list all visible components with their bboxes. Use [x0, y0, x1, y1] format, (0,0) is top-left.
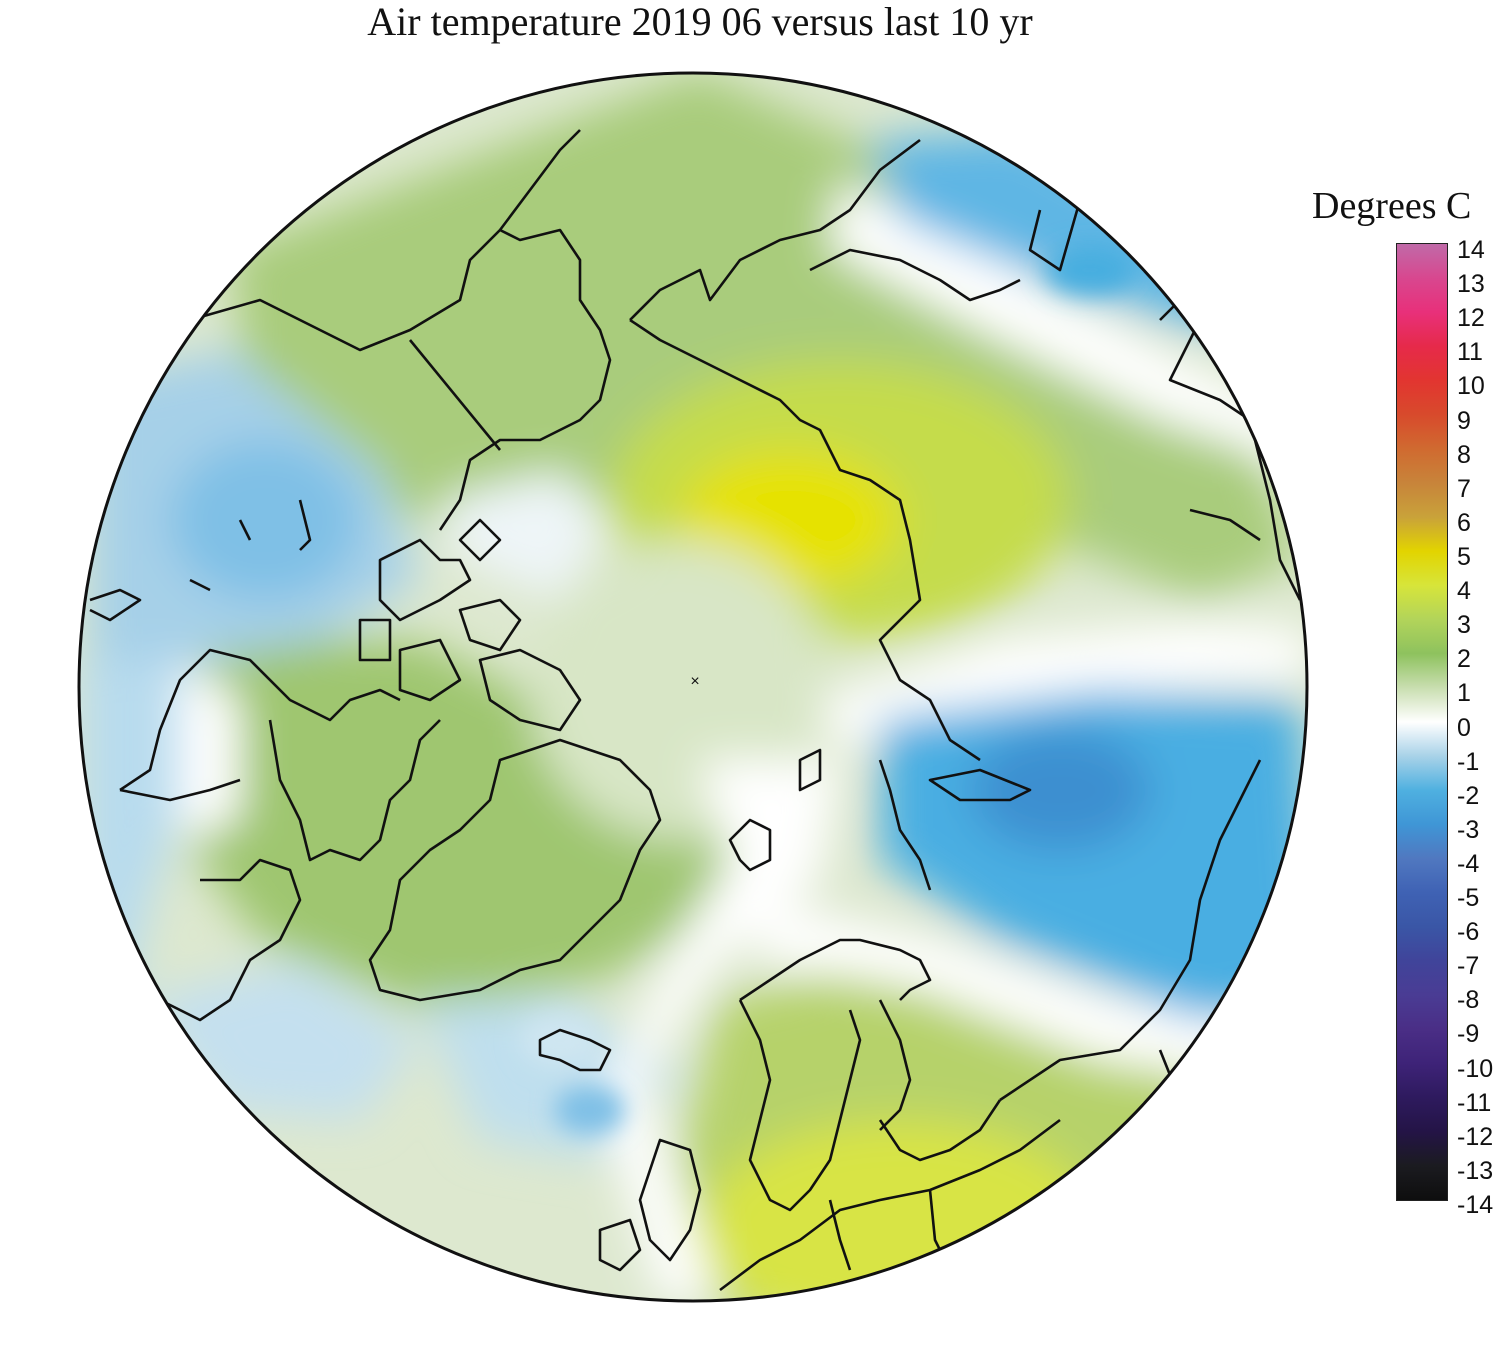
legend-tick-label: -14: [1457, 1191, 1494, 1219]
legend-tick-label: 4: [1457, 577, 1471, 606]
legend-tick-label: 9: [1457, 406, 1471, 435]
coastlines: [89, 129, 1302, 1292]
legend-tick-label: 8: [1457, 440, 1471, 469]
legend-tick-label: 5: [1457, 542, 1471, 571]
legend-tick-label: 12: [1457, 304, 1485, 333]
legend-tick-label: 3: [1457, 611, 1471, 640]
pole-marker: ×: [690, 673, 699, 690]
legend-tick-label: -8: [1457, 986, 1480, 1015]
legend-tick-label: -6: [1457, 918, 1480, 947]
legend-title: Degrees C: [1312, 185, 1472, 227]
legend-tick-label: -9: [1457, 1020, 1480, 1049]
legend-tick-label: -4: [1457, 849, 1480, 878]
legend-tick-label: 7: [1457, 474, 1471, 503]
legend-tick-label: 0: [1457, 713, 1471, 742]
legend-tick-label: -12: [1457, 1122, 1494, 1151]
legend-tick-label: 1: [1457, 679, 1471, 708]
legend-tick-label: -10: [1457, 1054, 1494, 1083]
legend-tick-label: -2: [1457, 781, 1480, 810]
legend-tick-label: 11: [1457, 338, 1483, 367]
map-title: Air temperature 2019 06 versus last 10 y…: [367, 0, 1033, 44]
legend-tick-label: 14: [1457, 236, 1485, 264]
legend-tick-label: -13: [1457, 1156, 1494, 1185]
legend-tick-label: -11: [1457, 1088, 1492, 1117]
legend-tick-label: -1: [1457, 747, 1480, 776]
legend-tick-label: 10: [1457, 372, 1485, 401]
legend-tick-label: -3: [1457, 815, 1480, 844]
pole-marker-glyph: ×: [690, 673, 699, 690]
legend-tick-label: -5: [1457, 884, 1480, 913]
temperature-anomaly-field: [79, 73, 1307, 1301]
legend-tick-label: 2: [1457, 645, 1471, 674]
map-disc-border: [77, 71, 1309, 1303]
legend-tick-label: -7: [1457, 952, 1480, 981]
legend-tick-label: 13: [1457, 270, 1485, 299]
legend-color-bar: [1396, 243, 1448, 1201]
legend-tick-label: 6: [1457, 508, 1471, 537]
